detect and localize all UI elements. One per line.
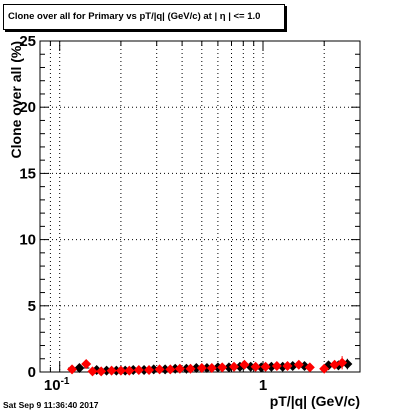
data-point xyxy=(133,365,144,376)
data-point xyxy=(74,363,85,374)
data-point xyxy=(196,363,207,374)
data-point xyxy=(329,359,340,370)
data-point xyxy=(87,366,98,377)
tick-labels: 0 5 10 15 20 25 10-1 1 xyxy=(19,33,267,394)
data-point xyxy=(106,365,117,376)
data-point xyxy=(115,365,126,376)
data-point xyxy=(67,364,78,375)
data-point xyxy=(293,359,304,370)
data-point xyxy=(191,363,202,374)
data-point xyxy=(154,364,165,375)
data-markers xyxy=(67,356,353,377)
data-point xyxy=(81,359,92,370)
data-point xyxy=(228,361,239,372)
x-tick-label: 10-1 xyxy=(44,376,70,394)
data-point xyxy=(144,365,155,376)
x-axis-title: pT/|q| (GeV/c) xyxy=(270,393,360,409)
data-point xyxy=(319,363,330,374)
y-tick-label: 5 xyxy=(28,298,36,315)
data-point xyxy=(282,361,293,372)
data-point xyxy=(185,363,196,374)
chart-title: Clone over all for Primary vs pT/|q| (Ge… xyxy=(8,11,261,22)
y-tick-label: 20 xyxy=(19,99,36,116)
data-point xyxy=(250,361,261,372)
data-point xyxy=(271,361,282,372)
y-axis-title: Clone over all (%) xyxy=(8,41,24,158)
data-point xyxy=(337,357,348,368)
data-point xyxy=(96,366,107,377)
data-point xyxy=(124,365,135,376)
timestamp: Sat Sep 9 11:36:40 2017 xyxy=(3,400,99,410)
data-point xyxy=(304,362,315,373)
grid-lines xyxy=(39,41,361,372)
y-tick-label: 10 xyxy=(19,232,36,249)
chart-title-box: Clone over all for Primary vs pT/|q| (Ge… xyxy=(3,4,285,30)
x-tick-label: 1 xyxy=(259,377,267,394)
plot-frame xyxy=(39,40,361,373)
y-tick-label: 15 xyxy=(19,165,36,182)
data-point xyxy=(239,359,250,370)
data-point xyxy=(174,363,185,374)
axis-ticks xyxy=(39,40,361,373)
data-point xyxy=(260,361,271,372)
data-point xyxy=(217,362,228,373)
y-tick-label: 0 xyxy=(28,364,36,381)
data-point xyxy=(206,363,217,374)
y-tick-label: 25 xyxy=(19,33,36,50)
data-point xyxy=(165,364,176,375)
data-point xyxy=(160,364,171,375)
